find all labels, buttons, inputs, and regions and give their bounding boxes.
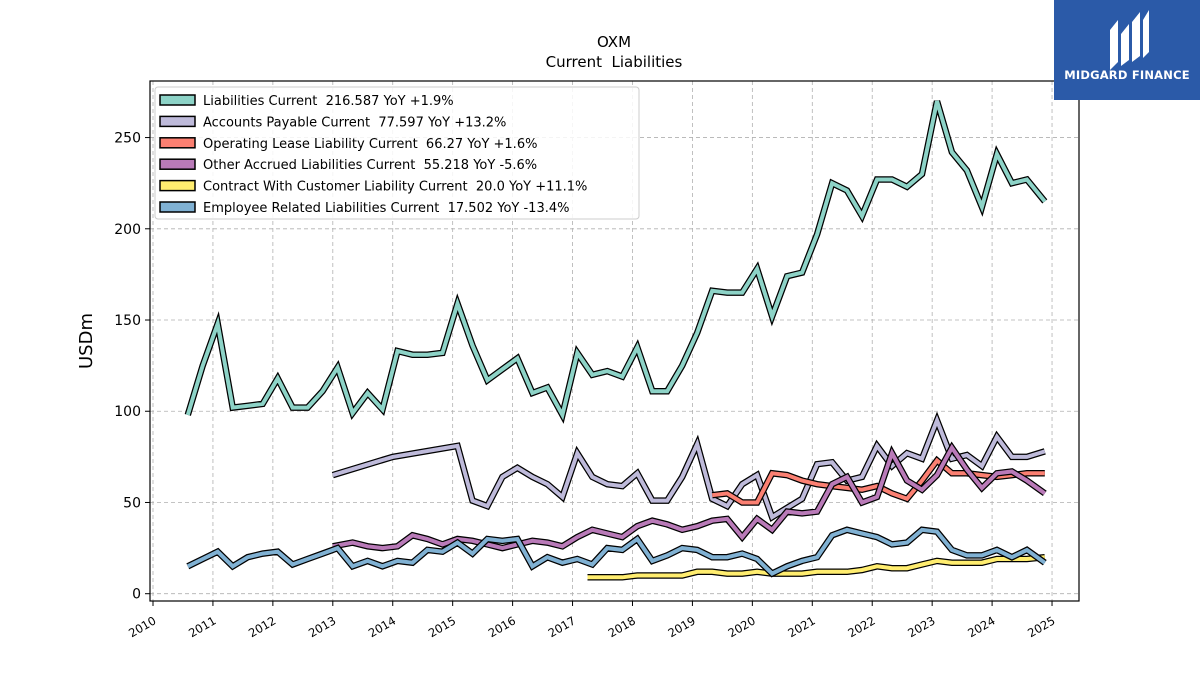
y-tick-label: 150 (114, 313, 141, 329)
x-tick-label: 2018 (606, 613, 638, 640)
legend-entry: Contract With Customer Liability Current… (203, 180, 587, 195)
y-axis-label: USDm (76, 313, 97, 369)
y-tick-label: 50 (123, 495, 141, 511)
x-tick-label: 2010 (126, 613, 158, 640)
plot-frame (149, 80, 1080, 602)
midgard-logo-icon (1110, 10, 1149, 70)
x-tick-label: 2019 (666, 613, 698, 640)
x-tick-label: 2021 (785, 613, 817, 640)
legend-swatch (159, 158, 196, 170)
brand-name: MIDGARD FINANCE (1064, 68, 1190, 82)
legend-entry: Employee Related Liabilities Current 17.… (203, 201, 569, 216)
series-line (332, 443, 1046, 551)
series-lines (184, 100, 1048, 581)
x-axis: 2010 2011 2012 2013 2014 2015 2016 2017 2018 2019… (126, 601, 1058, 640)
legend-entry: Operating Lease Liability Current 66.27 … (203, 137, 537, 152)
y-tick-label: 200 (114, 222, 141, 238)
y-tick-label: 0 (132, 587, 141, 603)
legend-swatch (159, 94, 196, 106)
x-tick-label: 2020 (725, 613, 757, 640)
y-tick-label: 100 (114, 404, 141, 420)
x-tick-label: 2015 (426, 613, 458, 640)
x-tick-label: 2011 (186, 613, 218, 640)
x-tick-label: 2014 (366, 613, 398, 640)
legend-swatch (159, 201, 196, 213)
y-axis: 0 50 100 150 200 250 (114, 131, 150, 603)
x-tick-label: 2025 (1025, 613, 1057, 640)
legend-entry: Other Accrued Liabilities Current 55.218… (203, 158, 537, 173)
legend: Liabilities Current 216.587 YoY +1.9% Acc… (154, 86, 640, 220)
x-tick-label: 2013 (306, 613, 338, 640)
x-tick-label: 2022 (845, 613, 877, 640)
brand-logo: MIDGARD FINANCE (1054, 0, 1200, 100)
legend-swatch (159, 137, 196, 149)
legend-entry: Accounts Payable Current 77.597 YoY +13.… (203, 115, 506, 130)
chart-subtitle: Current Liabilities (546, 53, 683, 71)
legend-swatch (159, 115, 196, 128)
series-line (711, 457, 1045, 505)
series-line (587, 555, 1046, 580)
x-tick-label: 2012 (246, 613, 278, 640)
legend-box (154, 86, 640, 220)
chart-title: OXM (597, 33, 631, 51)
x-tick-label: 2017 (546, 613, 578, 640)
y-tick-label: 250 (114, 131, 141, 147)
x-tick-label: 2024 (965, 613, 997, 640)
series-line (185, 100, 1047, 421)
x-tick-label: 2023 (905, 613, 937, 640)
series-line (186, 527, 1046, 577)
x-tick-label: 2016 (486, 613, 518, 640)
legend-entry: Liabilities Current 216.587 YoY +1.9% (203, 94, 454, 109)
legend-swatch (159, 179, 196, 192)
